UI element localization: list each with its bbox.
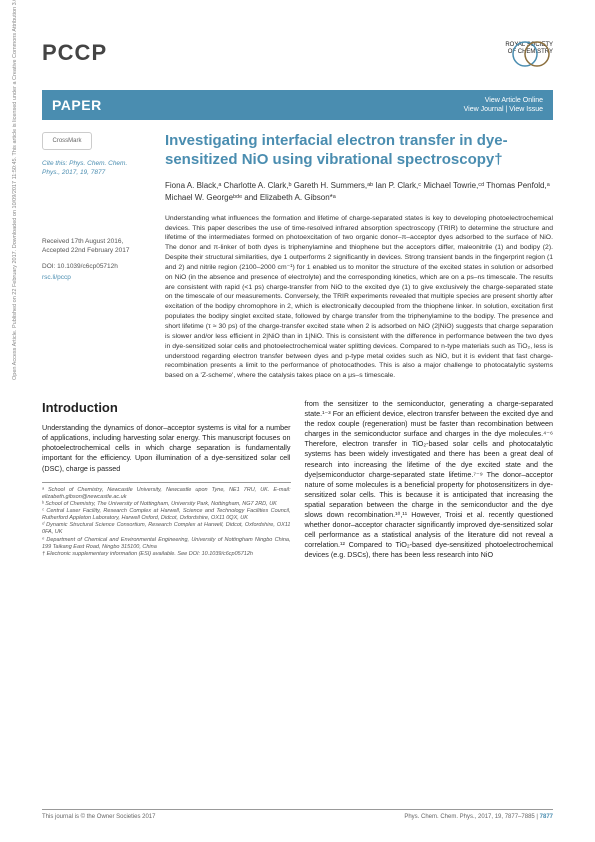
received-date: Received 17th August 2016, bbox=[42, 237, 147, 246]
citation-block: Cite this: Phys. Chem. Chem. Phys., 2017… bbox=[42, 160, 147, 177]
right-content-column: Investigating interfacial electron trans… bbox=[165, 132, 553, 381]
view-article-link[interactable]: View Article Online bbox=[464, 96, 543, 105]
article-title: Investigating interfacial electron trans… bbox=[165, 132, 553, 170]
page-container: PCCP ROYAL SOCIETY OF CHEMISTRY PAPER Vi… bbox=[0, 0, 595, 590]
author-list: Fiona A. Black,ᵃ Charlotte A. Clark,ᵇ Ga… bbox=[165, 180, 553, 204]
license-side-text: Open Access Article. Published on 22 Feb… bbox=[12, 80, 18, 380]
paper-type-bar: PAPER View Article Online View Journal |… bbox=[42, 90, 553, 120]
crossmark-badge[interactable]: CrossMark bbox=[42, 132, 92, 150]
page-footer: This journal is © the Owner Societies 20… bbox=[42, 809, 553, 820]
doi-text: DOI: 10.1039/c6cp05712h bbox=[42, 263, 147, 270]
publisher-logo: ROYAL SOCIETY OF CHEMISTRY bbox=[473, 40, 553, 80]
rsc-shortlink[interactable]: rsc.li/pccp bbox=[42, 274, 147, 281]
introduction-section: Introduction Understanding the dynamics … bbox=[42, 399, 553, 560]
journal-abbreviation: PCCP bbox=[42, 40, 107, 66]
rsc-logo-icon bbox=[511, 40, 553, 68]
abstract-text: Understanding what influences the format… bbox=[165, 214, 553, 381]
view-journal-link[interactable]: View Journal | View Issue bbox=[464, 105, 543, 114]
dates-block: Received 17th August 2016, Accepted 22nd… bbox=[42, 237, 147, 255]
header-row: PCCP ROYAL SOCIETY OF CHEMISTRY bbox=[42, 40, 553, 80]
intro-left-column: Introduction Understanding the dynamics … bbox=[42, 399, 291, 560]
paper-type-label: PAPER bbox=[52, 97, 102, 113]
copyright-text: This journal is © the Owner Societies 20… bbox=[42, 814, 155, 820]
footer-journal-ref: Phys. Chem. Chem. Phys., 2017, 19, 7877–… bbox=[404, 814, 553, 820]
footer-citation: Phys. Chem. Chem. Phys., 2017, 19, 7877–… bbox=[404, 814, 539, 820]
cite-label: Cite this: bbox=[42, 160, 67, 167]
page-number: 7877 bbox=[540, 814, 553, 820]
accepted-date: Accepted 22nd February 2017 bbox=[42, 246, 147, 255]
main-content-row: CrossMark Cite this: Phys. Chem. Chem. P… bbox=[42, 132, 553, 381]
intro-right-text: from the sensitizer to the semiconductor… bbox=[305, 399, 554, 560]
affiliations-block: ᵃ School of Chemistry, Newcastle Univers… bbox=[42, 482, 291, 558]
left-meta-column: CrossMark Cite this: Phys. Chem. Chem. P… bbox=[42, 132, 147, 381]
intro-right-column: from the sensitizer to the semiconductor… bbox=[305, 399, 554, 560]
paper-links: View Article Online View Journal | View … bbox=[464, 96, 543, 114]
introduction-heading: Introduction bbox=[42, 399, 291, 417]
intro-left-text: Understanding the dynamics of donor–acce… bbox=[42, 423, 291, 473]
